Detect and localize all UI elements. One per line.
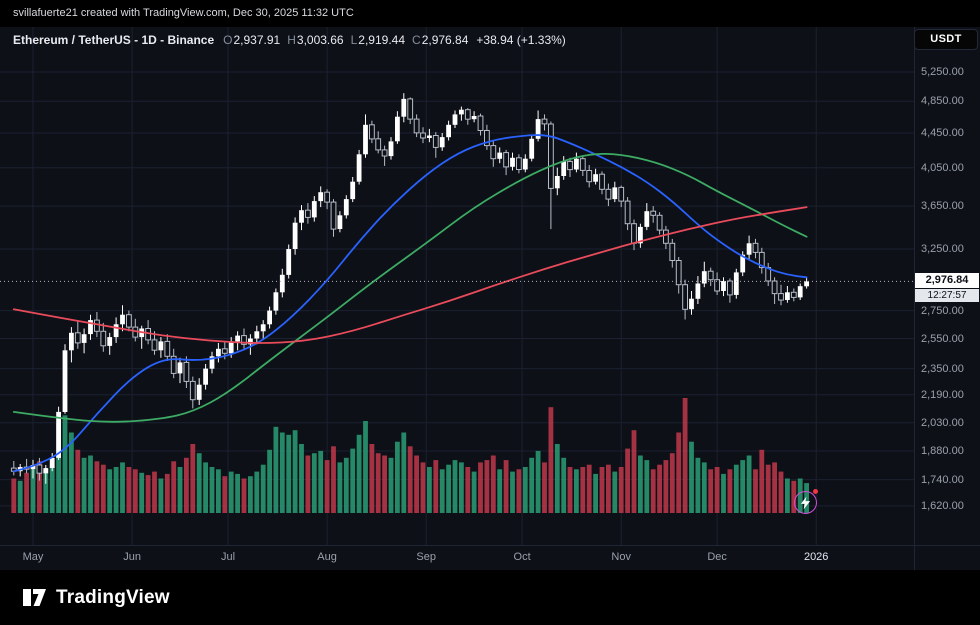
price-axis-label: 2,350.00: [921, 362, 964, 375]
symbol-title[interactable]: Ethereum / TetherUS - 1D - Binance: [13, 33, 215, 47]
time-axis-label-nov: Nov: [611, 551, 631, 563]
ohlc-value-c: 2,976.84: [421, 33, 469, 47]
time-axis-label-oct: Oct: [513, 551, 531, 563]
time-axis-label-dec: Dec: [707, 551, 727, 563]
footer-bar: TradingView: [0, 570, 980, 625]
ohlc-values: O2,937.91 H3,003.66 L2,919.44 C2,976.84: [216, 33, 468, 47]
ohlc-value-h: 3,003.66: [296, 33, 344, 47]
price-axis-label: 2,550.00: [921, 332, 964, 345]
candle-bodies-down: [10, 98, 797, 474]
candle-bodies-up: [17, 98, 809, 474]
price-axis-label: 2,190.00: [921, 388, 964, 401]
ma-lines: [12, 134, 808, 473]
ma-slow-red: [12, 206, 808, 344]
price-axis-label: 4,450.00: [921, 127, 964, 139]
price-axis-label: 4,850.00: [921, 95, 964, 108]
ohlc-value-o: 2,937.91: [233, 33, 281, 47]
flash-events-button[interactable]: [794, 491, 817, 514]
time-axis-label-jul: Jul: [220, 551, 236, 563]
brand-text: TradingView: [56, 586, 170, 608]
symbol-header: Ethereum / TetherUS - 1D - Binance O2,937…: [13, 33, 566, 47]
price-axis-label: 3,250.00: [921, 243, 964, 255]
ma-mid-green: [12, 152, 808, 423]
ohlc-letter-o: O: [223, 33, 233, 47]
bar-countdown: 12:27:57: [915, 288, 979, 302]
ohlc-letter-c: C: [412, 33, 421, 47]
price-axis-label: 5,250.00: [921, 66, 964, 78]
price-change: +38.94 (+1.33%): [476, 33, 566, 47]
candle-wicks-up: [19, 93, 808, 484]
tradingview-logo-icon: [23, 589, 46, 606]
ohlc-letter-l: L: [350, 33, 358, 47]
currency-badge[interactable]: USDT: [914, 29, 978, 50]
ma-fast-blue: [12, 134, 808, 473]
time-axis-label-aug: Aug: [317, 551, 337, 563]
volume-series: [11, 398, 809, 514]
last-price-badge: 2,976.84: [915, 273, 979, 289]
price-axis[interactable]: 5,250.00 4,850.00 4,450.00 4,050.00 3,650.00…: [915, 27, 980, 545]
price-axis-label: 1,740.00: [921, 473, 964, 486]
attribution-bar: svillafuerte21 created with TradingView.…: [0, 0, 980, 27]
notification-dot: [813, 489, 818, 494]
time-axis-label-sep: Sep: [416, 551, 436, 563]
attribution-text: svillafuerte21 created with TradingView.…: [13, 7, 354, 19]
time-axis-label-jun: Jun: [123, 551, 141, 563]
lightning-icon: [800, 496, 811, 509]
ohlc-letter-h: H: [287, 33, 296, 47]
tradingview-logo[interactable]: TradingView: [20, 584, 170, 611]
time-axis-label-may: May: [22, 551, 44, 563]
ohlc-value-l: 2,919.44: [358, 33, 406, 47]
price-axis-label: 4,050.00: [921, 161, 964, 174]
price-axis-label: 2,030.00: [921, 416, 964, 429]
price-axis-label: 2,750.00: [921, 304, 964, 317]
price-axis-label: 1,620.00: [921, 499, 964, 512]
price-axis-label: 3,650.00: [921, 200, 964, 213]
price-axis-label: 1,880.00: [921, 445, 964, 457]
time-axis-label-2026: 2026: [803, 551, 829, 563]
time-axis[interactable]: May Jun Jul Aug Sep Oct Nov Dec 2026: [0, 545, 980, 570]
